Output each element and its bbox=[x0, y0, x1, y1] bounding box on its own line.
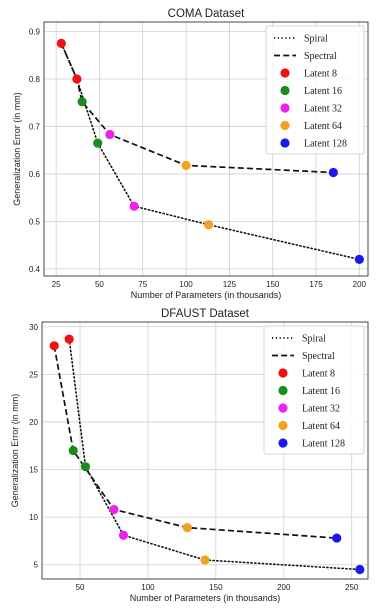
y-tick-label: 25 bbox=[29, 370, 38, 379]
legend-label: Latent 32 bbox=[304, 104, 342, 115]
legend-label: Spiral bbox=[302, 334, 326, 345]
x-axis-label: Number of Parameters (in thousands) bbox=[131, 290, 282, 300]
y-tick-label: 10 bbox=[29, 513, 38, 522]
data-point bbox=[68, 445, 78, 456]
x-tick-label: 175 bbox=[309, 280, 323, 289]
legend-swatch bbox=[280, 68, 290, 78]
data-point bbox=[354, 254, 364, 264]
legend-swatch bbox=[278, 438, 288, 448]
legend-label: Spectral bbox=[302, 351, 335, 362]
data-point bbox=[105, 129, 115, 140]
legend-swatch bbox=[280, 85, 290, 96]
y-tick-label: 15 bbox=[29, 466, 38, 475]
legend-label: Latent 32 bbox=[302, 404, 340, 415]
data-point bbox=[118, 530, 129, 540]
legend-swatch bbox=[280, 138, 290, 148]
data-point bbox=[129, 201, 139, 211]
x-tick-label: 100 bbox=[179, 280, 193, 289]
x-tick-label: 125 bbox=[223, 280, 237, 289]
data-point bbox=[181, 160, 191, 170]
y-tick-label: 20 bbox=[29, 418, 38, 427]
legend-label: Latent 16 bbox=[302, 386, 340, 397]
data-point bbox=[56, 38, 66, 48]
x-tick-label: 150 bbox=[266, 280, 280, 289]
legend-box bbox=[263, 325, 365, 455]
x-tick-label: 50 bbox=[95, 280, 104, 289]
data-point bbox=[49, 341, 59, 351]
x-tick-label: 50 bbox=[76, 583, 85, 592]
x-tick-label: 75 bbox=[138, 280, 147, 289]
legend-label: Latent 64 bbox=[302, 421, 340, 432]
x-tick-label: 200 bbox=[277, 583, 291, 592]
x-tick-label: 150 bbox=[209, 583, 223, 592]
data-point bbox=[109, 504, 119, 515]
chart-title: COMA Dataset bbox=[168, 8, 245, 20]
x-tick-label: 200 bbox=[353, 280, 367, 289]
legend-swatch bbox=[278, 420, 288, 431]
data-point bbox=[328, 167, 338, 178]
data-point bbox=[355, 564, 365, 575]
x-tick-label: 100 bbox=[141, 583, 155, 592]
legend-label: Spiral bbox=[304, 34, 328, 45]
x-tick-label: 25 bbox=[52, 280, 61, 289]
legend-label: Latent 64 bbox=[304, 121, 342, 132]
data-point bbox=[203, 220, 214, 230]
y-tick-label: 0.6 bbox=[29, 170, 41, 179]
legend-swatch bbox=[280, 120, 290, 131]
legend-label: Latent 128 bbox=[302, 439, 345, 450]
legend-swatch bbox=[278, 368, 288, 378]
legend-label: Latent 8 bbox=[304, 69, 337, 80]
legend-swatch bbox=[278, 403, 288, 413]
x-tick-label: 250 bbox=[345, 583, 359, 592]
y-axis-label: Generalization Error (in mm) bbox=[12, 92, 22, 206]
y-tick-label: 0.5 bbox=[29, 217, 41, 226]
legend-swatch bbox=[278, 385, 288, 396]
y-tick-label: 0.8 bbox=[29, 75, 41, 84]
legend-swatch bbox=[280, 103, 290, 113]
y-axis-label: Generalization Error (in mm) bbox=[10, 394, 20, 508]
chart-title: DFAUST Dataset bbox=[161, 308, 250, 320]
data-point bbox=[77, 97, 87, 107]
plot-frame bbox=[41, 321, 369, 580]
data-point bbox=[64, 334, 74, 344]
series-line-spectral bbox=[60, 43, 334, 174]
chart-2: 50 100 150 200 250 5 10 15 20 25 30 DFAUST Dataset N… bbox=[10, 308, 369, 603]
data-point bbox=[182, 523, 192, 533]
plot-frame bbox=[43, 21, 369, 277]
legend-label: Latent 8 bbox=[302, 369, 335, 380]
y-tick-label: 30 bbox=[29, 323, 38, 332]
x-axis-label: Number of Parameters (in thousands) bbox=[130, 593, 281, 603]
data-point bbox=[72, 74, 82, 84]
legend-label: Latent 16 bbox=[304, 86, 342, 97]
data-point bbox=[93, 138, 103, 148]
legend-box bbox=[265, 25, 365, 155]
y-tick-label: 5 bbox=[34, 561, 39, 570]
legend-label: Latent 128 bbox=[304, 139, 347, 150]
chart-1: 25 50 75 100 125 150 175 200 0.4 0.5 0.6 0.7 0.8 0.9 C… bbox=[12, 8, 369, 300]
legend-label: Spectral bbox=[304, 51, 337, 62]
y-tick-label: 0.4 bbox=[29, 265, 41, 274]
data-point bbox=[332, 533, 342, 543]
y-tick-label: 0.9 bbox=[29, 27, 41, 36]
data-point bbox=[80, 462, 91, 472]
data-point bbox=[200, 555, 210, 565]
y-tick-label: 0.7 bbox=[29, 122, 41, 131]
